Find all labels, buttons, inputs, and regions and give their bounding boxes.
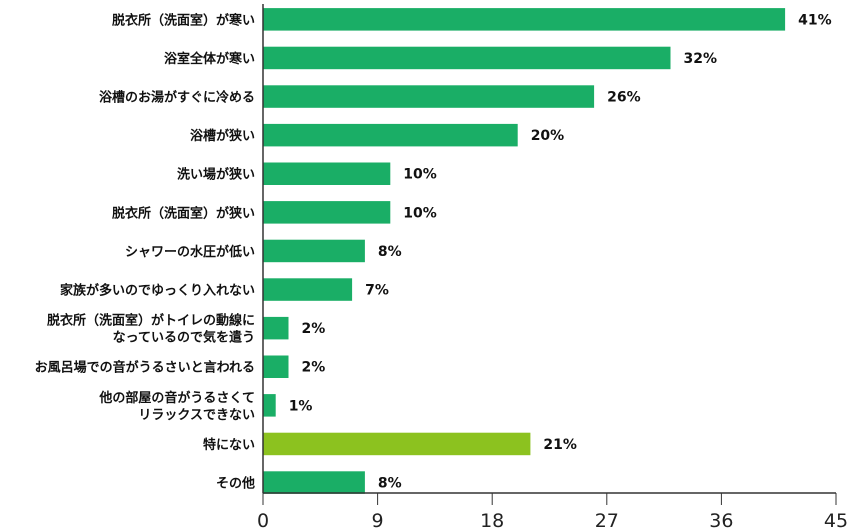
category-label: 脱衣所（洗面室）が狭い: [112, 205, 255, 221]
category-labels: 脱衣所（洗面室）が寒い浴室全体が寒い浴槽のお湯がすぐに冷める浴槽が狭い洗い場が狭…: [35, 12, 255, 491]
bar: [263, 239, 365, 263]
value-label: 26%: [607, 90, 641, 106]
category-label: お風呂場での音がうるさいと言われる: [35, 360, 255, 376]
bar: [263, 355, 289, 378]
category-label: 浴室全体が寒い: [164, 51, 255, 67]
value-label: 32%: [684, 51, 718, 67]
bar: [263, 471, 365, 494]
x-tick-label: 9: [372, 510, 384, 530]
bar: [263, 123, 518, 147]
value-label: 2%: [302, 360, 326, 376]
value-label: 8%: [378, 244, 402, 260]
value-label: 10%: [403, 205, 437, 221]
bar: [263, 85, 595, 108]
bar: [263, 432, 531, 456]
x-tick-label: 45: [824, 510, 848, 530]
value-label: 10%: [403, 167, 437, 183]
bar: [263, 278, 353, 301]
bar: [263, 394, 276, 417]
category-label: なっているので気を遣う: [113, 330, 255, 346]
value-labels: 41% 32% 26% 20% 10% 10% 8% 7% 2% 2% 1% 21% 8%: [289, 12, 832, 491]
bar: [263, 316, 289, 340]
x-tick-label: 36: [709, 510, 733, 530]
category-label: シャワーの水圧が低い: [125, 244, 255, 260]
category-label: リラックスできない: [138, 408, 255, 423]
x-tick-label: 27: [595, 510, 619, 530]
category-label: 他の部屋の音がうるさくて: [98, 390, 255, 406]
bar: [263, 162, 391, 185]
category-label: 特にない: [203, 437, 255, 453]
category-label: 浴槽が狭い: [190, 128, 255, 144]
bar: [263, 46, 671, 70]
category-label: 家族が多いのでゆっくり入れない: [60, 283, 255, 299]
value-label: 2%: [302, 321, 326, 337]
bar: [263, 201, 391, 224]
value-label: 8%: [378, 476, 402, 492]
category-label: その他: [216, 476, 255, 492]
value-label: 1%: [289, 398, 313, 414]
value-label: 20%: [531, 128, 565, 144]
value-label: 21%: [543, 437, 577, 453]
x-tick-label: 0: [257, 510, 269, 530]
value-label: 7%: [365, 283, 389, 299]
value-label: 41%: [798, 12, 832, 28]
category-label: 洗い場が狭い: [177, 167, 255, 183]
x-axis: 0 9 18 27 36 45: [257, 4, 848, 530]
category-label: 脱衣所（洗面室）が寒い: [112, 12, 255, 28]
category-label: 浴槽のお湯がすぐに冷める: [99, 90, 255, 106]
category-label: 脱衣所（洗面室）がトイレの動線に: [47, 313, 255, 329]
bar: [263, 8, 786, 31]
bars-group: [263, 8, 786, 494]
x-tick-label: 18: [480, 510, 504, 530]
